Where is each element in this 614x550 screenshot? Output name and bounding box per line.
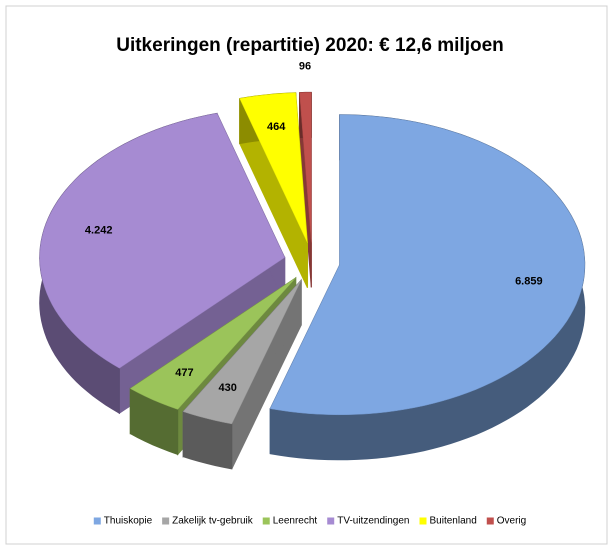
legend-label: Thuiskopie [104, 516, 153, 527]
data-label: 96 [299, 60, 311, 72]
legend-swatch [419, 517, 427, 525]
legend-label: Buitenland [430, 516, 477, 527]
data-label: 4.242 [85, 225, 113, 237]
data-label: 477 [175, 367, 193, 379]
legend-label: Leenrecht [273, 516, 318, 527]
legend-swatch [486, 517, 494, 525]
data-label: 464 [267, 121, 286, 133]
slice [182, 279, 302, 425]
legend-swatch [162, 517, 170, 525]
legend-label: Zakelijk tv-gebruik [172, 516, 254, 527]
chart-title: Uitkeringen (repartitie) 2020: € 12,6 mi… [116, 35, 504, 56]
slice [239, 92, 308, 243]
slice [269, 114, 585, 416]
legend-swatch [327, 517, 335, 525]
pie [39, 91, 586, 470]
legend-swatch [262, 517, 270, 525]
legend: Thuiskopie Zakelijk tv-gebruik Leenrecht TV… [93, 516, 526, 527]
data-label: 6.859 [515, 275, 543, 287]
legend-label: Overig [497, 516, 526, 527]
slice [299, 92, 312, 243]
slice [39, 113, 286, 369]
legend-swatch [93, 517, 101, 525]
data-label: 430 [219, 382, 237, 394]
slice [129, 277, 296, 410]
legend-label: TV-uitzendingen [337, 516, 409, 527]
